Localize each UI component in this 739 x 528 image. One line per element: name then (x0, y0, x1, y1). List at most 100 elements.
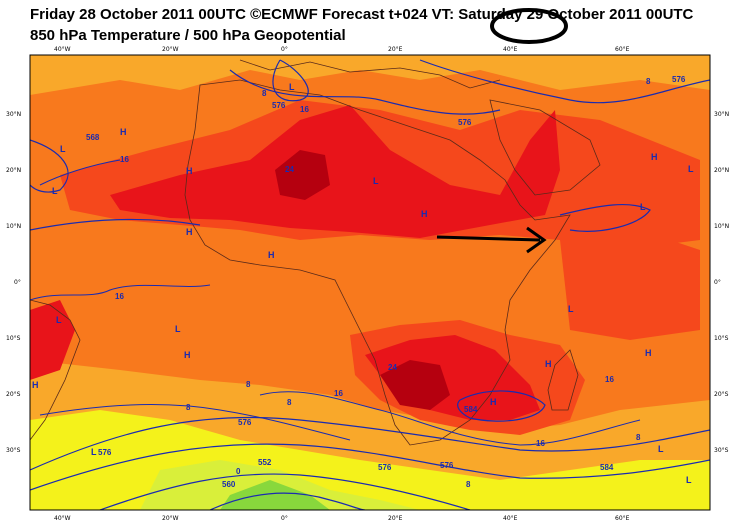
lon-tick-top: 20°W (162, 46, 179, 53)
temperature-label: 8 (466, 480, 471, 489)
lon-tick-top: 0° (281, 46, 288, 53)
temperature-label: 8 (646, 77, 651, 86)
temperature-label: 24 (388, 363, 397, 372)
lat-tick-left: 30°S (6, 447, 21, 454)
temperature-label: 16 (334, 389, 343, 398)
coastline-africa (184, 79, 571, 446)
pressure-center-label: H (268, 250, 275, 260)
pressure-center-label: H (490, 397, 497, 407)
lat-ticks-right: 30°N 20°N 10°N 0° 10°S 20°S 30°S (714, 111, 729, 454)
lat-tick-right: 30°S (714, 447, 729, 454)
forecast-subtitle: 850 hPa Temperature / 500 hPa Geopotenti… (30, 27, 346, 44)
temperature-label: 16 (536, 439, 545, 448)
geopotential-label: 576 (440, 461, 454, 470)
lon-tick-bottom: 20°W (162, 515, 179, 522)
geopotential-label: 576 (238, 418, 252, 427)
temp-core-sahara (110, 105, 560, 238)
geopotential-label: 576 (672, 75, 686, 84)
geopotential-label: 552 (258, 458, 272, 467)
lon-tick-bottom: 60°E (615, 515, 630, 522)
lat-tick-left: 20°N (6, 167, 21, 174)
temp-patch-west (30, 300, 75, 380)
pressure-center-label: L (60, 144, 66, 154)
temp-band-north-light (30, 55, 710, 95)
coastline-europe (239, 59, 501, 89)
temperature-label: 8 (262, 89, 267, 98)
geopotential-label: 576 (378, 463, 392, 472)
lat-tick-left: 10°S (6, 335, 21, 342)
coastline-south-america (30, 299, 81, 441)
coastline-arabia (489, 99, 601, 196)
pressure-center-label: L (175, 324, 181, 334)
geopotential-label: 576 (98, 448, 112, 457)
pressure-center-label: L (658, 444, 664, 454)
lat-tick-left: 20°S (6, 391, 21, 398)
map-frame (29, 54, 711, 511)
lon-tick-top: 40°W (54, 46, 71, 53)
geopotential-label: 584 (600, 463, 614, 472)
lat-tick-right: 10°S (714, 335, 729, 342)
annotation-arrow (436, 226, 547, 254)
temperature-contours (30, 159, 641, 446)
geopotential-label: 568 (86, 133, 100, 142)
lon-tick-bottom: 40°W (54, 515, 71, 522)
pressure-center-label: L (91, 447, 97, 457)
coastline-madagascar (547, 349, 579, 411)
geopotential-label: 576 (272, 101, 286, 110)
temperature-label: 0 (236, 467, 241, 476)
lon-tick-bottom: 20°E (388, 515, 403, 522)
temp-band-south-green (220, 480, 330, 510)
temperature-label: 16 (605, 375, 614, 384)
pressure-centers: L H L H L L H H H L H L L H L L H H L H … (32, 82, 694, 485)
lon-tick-bottom: 40°E (503, 515, 518, 522)
lon-tick-top: 20°E (388, 46, 403, 53)
pressure-center-label: L (289, 82, 295, 92)
pressure-center-label: L (686, 475, 692, 485)
temperature-labels: 16 24 16 16 24 16 16 8 8 8 8 0 8 16 8 8 (115, 77, 651, 489)
lat-tick-left: 30°N (6, 111, 21, 118)
lat-tick-left: 0° (14, 279, 21, 286)
pressure-center-label: H (421, 209, 428, 219)
lon-tick-bottom: 0° (281, 515, 288, 522)
geopotential-contours (30, 59, 710, 510)
lat-ticks-left: 30°N 20°N 10°N 0° 10°S 20°S 30°S (6, 111, 21, 454)
temperature-label: 16 (300, 105, 309, 114)
pressure-center-label: H (32, 380, 39, 390)
pressure-center-label: H (120, 127, 127, 137)
lon-ticks-top: 40°W 20°W 0° 20°E 40°E 60°E (54, 46, 630, 53)
pressure-center-label: L (640, 202, 646, 212)
pressure-center-label: L (56, 315, 62, 325)
pressure-center-label: L (373, 176, 379, 186)
lat-tick-right: 20°N (714, 167, 729, 174)
lat-tick-right: 0° (714, 279, 721, 286)
geopotential-labels: 576 576 576 568 576 552 560 584 576 584 … (86, 75, 686, 489)
lat-tick-right: 30°N (714, 111, 729, 118)
geopotential-label: 560 (222, 480, 236, 489)
pressure-center-label: H (186, 166, 193, 176)
pressure-center-label: L (688, 164, 694, 174)
lon-ticks-bottom: 40°W 20°W 0° 20°E 40°E 60°E (54, 515, 630, 522)
pressure-center-label: H (545, 359, 552, 369)
geopotential-label: 584 (464, 405, 478, 414)
temperature-label: 24 (285, 165, 294, 174)
temperature-label: 16 (120, 155, 129, 164)
temperature-label: 8 (636, 433, 641, 442)
forecast-title: Friday 28 October 2011 00UTC ©ECMWF Fore… (30, 6, 694, 23)
temperature-label: 8 (287, 398, 292, 407)
temperature-label: 8 (186, 403, 191, 412)
lon-tick-top: 60°E (615, 46, 630, 53)
temp-hot-spot-southern-africa (380, 360, 450, 410)
temp-patch-east (560, 230, 700, 340)
temp-hot-spot-sahara (275, 150, 330, 200)
pressure-center-label: L (568, 304, 574, 314)
pressure-center-label: H (651, 152, 658, 162)
lon-tick-top: 40°E (503, 46, 518, 53)
highlight-circle (490, 8, 568, 44)
geopotential-label: 576 (458, 118, 472, 127)
lat-tick-right: 20°S (714, 391, 729, 398)
temperature-label: 8 (246, 380, 251, 389)
pressure-center-label: H (186, 227, 193, 237)
lat-tick-left: 10°N (6, 223, 21, 230)
lat-tick-right: 10°N (714, 223, 729, 230)
